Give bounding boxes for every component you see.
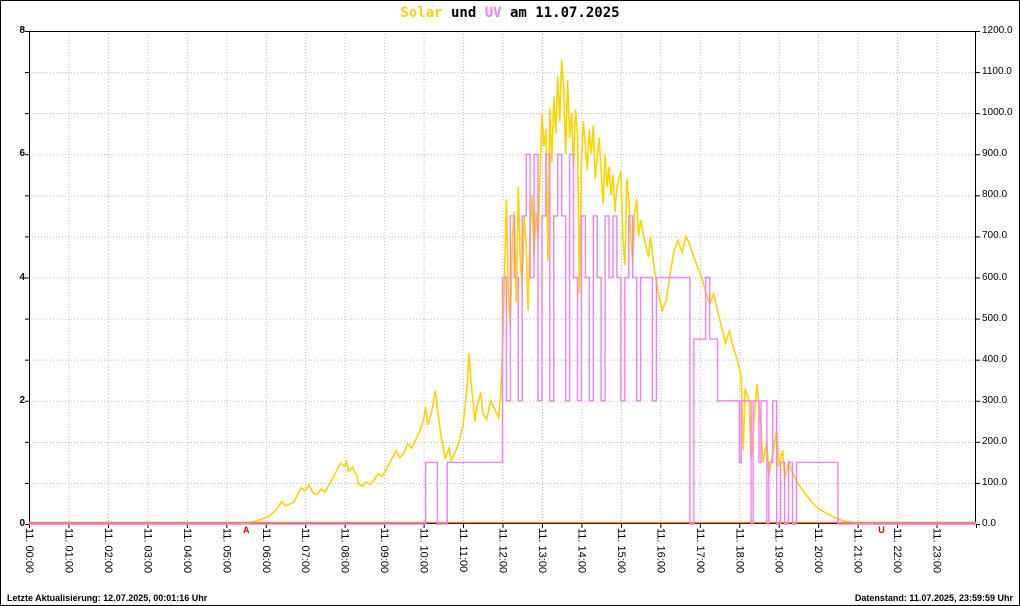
y-right-tick-label: 700.0 (982, 230, 1008, 242)
chart-title: Solar und UV am 11.07.2025 (1, 5, 1019, 21)
x-tick-label: 11. 21:00 (851, 528, 864, 574)
y-right-tick-label: 500.0 (982, 312, 1008, 324)
x-tick-label: 11. 20:00 (812, 528, 825, 574)
x-tick-label: 11. 11:00 (457, 528, 470, 573)
x-tick-label: 11. 04:00 (180, 528, 193, 574)
x-tick-label: 11. 08:00 (338, 528, 351, 574)
x-tick-label: 11. 16:00 (654, 528, 667, 574)
y-left-tick-label: 0 (19, 518, 25, 529)
y-right-tick-label: 600.0 (982, 271, 1008, 283)
x-tick-label: 11. 06:00 (259, 528, 272, 574)
title-date: am 11.07.2025 (501, 5, 620, 21)
sunset-marker: U (878, 525, 885, 535)
title-series-solar: Solar (400, 5, 443, 21)
title-text-und: und (442, 5, 485, 21)
x-tick-label: 11. 10:00 (417, 528, 430, 574)
x-tick-label: 11. 19:00 (772, 528, 785, 574)
sunrise-marker: A (243, 525, 250, 535)
x-tick-label: 11. 22:00 (891, 528, 904, 574)
x-tick-label: 11. 00:00 (23, 528, 35, 574)
y-right-tick-label: 400.0 (982, 353, 1008, 365)
x-tick-label: 11. 18:00 (733, 528, 746, 574)
x-tick-label: 11. 09:00 (378, 528, 391, 574)
footer-last-update: Letzte Aktualisierung: 12.07.2025, 00:01… (7, 593, 208, 603)
y-right-tick-label: 0.0 (982, 518, 996, 529)
chart-svg (25, 31, 980, 528)
y-left-tick-label: 8 (19, 25, 25, 36)
y-left-tick-label: 6 (19, 148, 25, 160)
y-right-tick-label: 100.0 (982, 476, 1008, 488)
y-right-tick-label: 1000.0 (982, 107, 1013, 119)
title-series-uv: UV (484, 5, 502, 21)
x-tick-label: 11. 14:00 (575, 528, 588, 574)
x-tick-label: 11. 17:00 (693, 528, 706, 574)
y-right-tick-label: 300.0 (982, 394, 1008, 406)
x-tick-label: 11. 01:00 (62, 528, 75, 574)
solar-line (29, 59, 976, 525)
x-tick-label: 11. 07:00 (299, 528, 312, 574)
x-tick-label: 11. 05:00 (220, 528, 233, 574)
y-left-tick-label: 2 (19, 394, 25, 406)
x-tick-label: 11. 03:00 (141, 528, 154, 574)
x-tick-label: 11. 13:00 (535, 528, 548, 574)
plot-border (29, 31, 976, 524)
x-tick-label: 11. 15:00 (614, 528, 627, 574)
uv-line (29, 153, 976, 525)
plot-area (25, 31, 980, 528)
x-tick-label: 11. 02:00 (101, 528, 114, 574)
y-right-tick-label: 1100.0 (982, 66, 1012, 78)
y-right-tick-label: 200.0 (982, 435, 1008, 447)
x-tick-label: 11. 12:00 (496, 528, 509, 574)
footer-data-state: Datenstand: 11.07.2025, 23:59:59 Uhr (854, 593, 1013, 603)
y-left-tick-label: 4 (19, 271, 25, 283)
y-right-tick-label: 1200.0 (982, 25, 1013, 36)
y-right-tick-label: 900.0 (982, 148, 1008, 160)
y-right-tick-label: 800.0 (982, 189, 1008, 201)
x-tick-label: 11. 23:00 (930, 528, 943, 574)
